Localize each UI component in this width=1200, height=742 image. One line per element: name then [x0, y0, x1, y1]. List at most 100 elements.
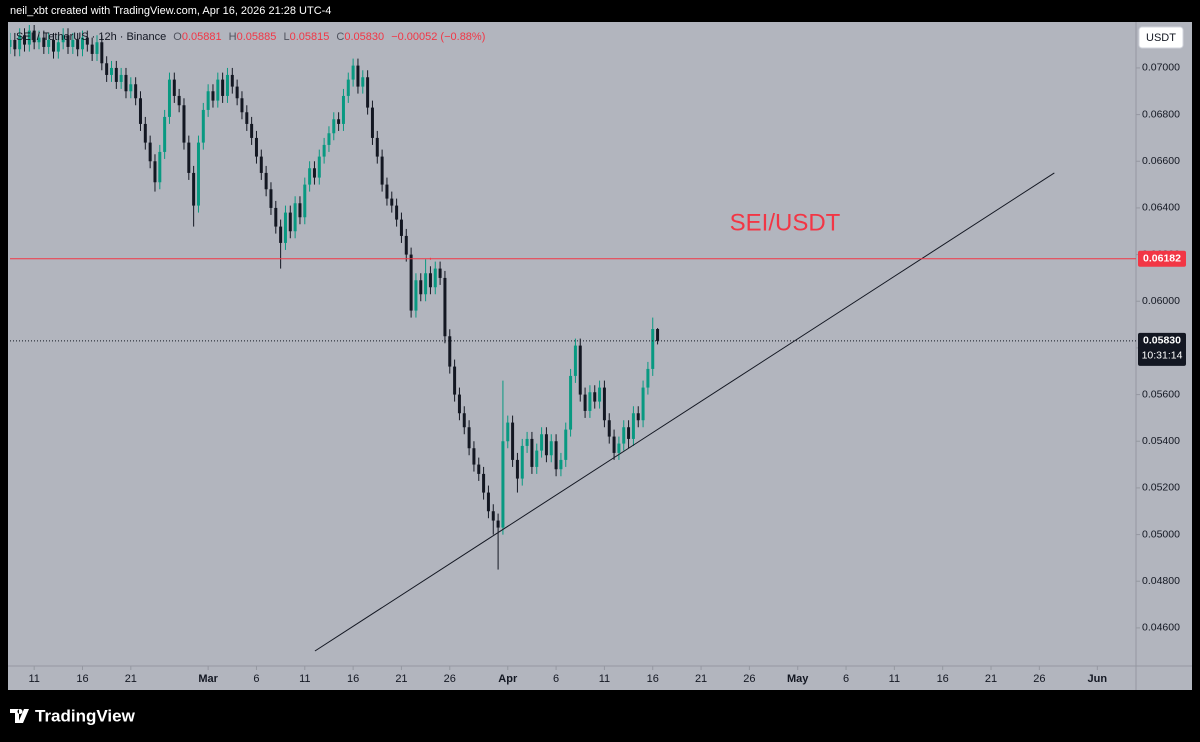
candle-body [269, 189, 273, 208]
candle-body [540, 434, 544, 451]
candle-body [375, 137, 379, 157]
candle-body [192, 172, 196, 206]
candle-body [424, 273, 428, 295]
legend-symbol: SEI / TetherUS · 12h · Binance [16, 31, 166, 43]
candle-body [216, 79, 220, 101]
candle-body [448, 336, 452, 367]
legend: SEI / TetherUS · 12h · Binance O0.05881 … [16, 31, 485, 43]
candle-body [501, 441, 505, 528]
y-tick-label: 0.06800 [1142, 108, 1180, 120]
candle-body [221, 79, 225, 96]
candle-body [129, 84, 133, 92]
candle-body [491, 511, 495, 521]
candle-body [206, 91, 210, 110]
legend-change: −0.00052 (−0.88%) [391, 31, 485, 43]
candle-body [607, 420, 611, 437]
legend-key: H [229, 31, 237, 43]
candle-body [109, 67, 113, 75]
candle-body [366, 77, 370, 108]
candle-body [235, 86, 239, 99]
y-tick-label: 0.05200 [1142, 482, 1180, 494]
candle-body [47, 39, 51, 47]
candle-body [134, 84, 138, 99]
candle-body [496, 520, 500, 528]
candle-body [283, 212, 287, 243]
candle-body [390, 198, 394, 206]
x-tick-label: 21 [985, 673, 997, 685]
candle-body [641, 387, 645, 421]
candle-body [593, 392, 597, 402]
x-tick-label: 11 [599, 673, 610, 685]
y-tick-label: 0.06600 [1142, 155, 1180, 167]
candle-body [443, 277, 447, 337]
candle-body [636, 413, 640, 421]
candle-body [80, 37, 84, 50]
candle-body [520, 445, 524, 479]
candle-body [66, 35, 70, 47]
x-tick-label: Mar [198, 673, 218, 685]
candle-body [56, 42, 60, 52]
currency-label[interactable]: USDT [1146, 32, 1176, 44]
candle-body [602, 387, 606, 421]
candle-body [187, 142, 191, 173]
candle-body [569, 375, 573, 430]
x-tick-label: 21 [395, 673, 407, 685]
candle-body [385, 184, 389, 199]
candle-body [264, 172, 268, 190]
y-tick-label: 0.05400 [1142, 435, 1180, 447]
x-tick-label: 11 [889, 673, 900, 685]
candle-body [341, 95, 345, 124]
candle-body [380, 156, 384, 185]
x-tick-label: May [787, 673, 809, 685]
candle-body [457, 394, 461, 414]
candle-body [10, 39, 12, 47]
candle-body [105, 63, 109, 75]
candle-body [578, 345, 582, 395]
candle-body [612, 436, 616, 453]
candle-body [414, 280, 418, 311]
candle-body [71, 39, 75, 47]
candle-body [51, 39, 55, 52]
candle-body [428, 273, 432, 288]
candle-body [245, 112, 249, 124]
x-tick-label: 6 [253, 673, 259, 685]
candle-body [361, 77, 365, 87]
candle-body [167, 79, 171, 117]
candle-body [598, 387, 602, 402]
candle-body [288, 212, 292, 232]
candle-body [395, 205, 399, 220]
candle-body [583, 394, 587, 411]
candle-body [85, 37, 89, 45]
y-tick-label: 0.06000 [1142, 295, 1180, 307]
x-tick-label: 26 [743, 673, 755, 685]
currency-button[interactable] [1138, 26, 1184, 49]
candle-body [467, 427, 471, 449]
candle-body [559, 459, 563, 470]
legend-key: O [173, 31, 182, 43]
candle-body [404, 235, 408, 255]
x-tick-label: Apr [498, 673, 518, 685]
candle-body [549, 441, 553, 456]
candle-body [148, 142, 152, 162]
candle-body [573, 345, 577, 376]
candle-body [18, 35, 22, 50]
candle-body [346, 79, 350, 96]
candle-body [554, 441, 558, 470]
candle-body [646, 368, 650, 388]
countdown-label: 10:31:14 [1142, 350, 1183, 362]
candle-body [322, 144, 326, 157]
candle-body [438, 268, 442, 278]
x-tick-label: 21 [125, 673, 137, 685]
candle-body [153, 161, 157, 183]
candle-body [327, 133, 331, 145]
x-tick-label: 26 [444, 673, 456, 685]
candle-body [298, 203, 302, 218]
candle-body [61, 35, 65, 43]
candle-body [259, 156, 263, 173]
brand-name: TradingView [35, 706, 136, 725]
y-tick-label: 0.07000 [1142, 62, 1180, 74]
candle-body [95, 42, 99, 54]
legend-key: C [336, 31, 344, 43]
x-tick-label: Jun [1088, 673, 1108, 685]
candle-body [240, 98, 244, 113]
